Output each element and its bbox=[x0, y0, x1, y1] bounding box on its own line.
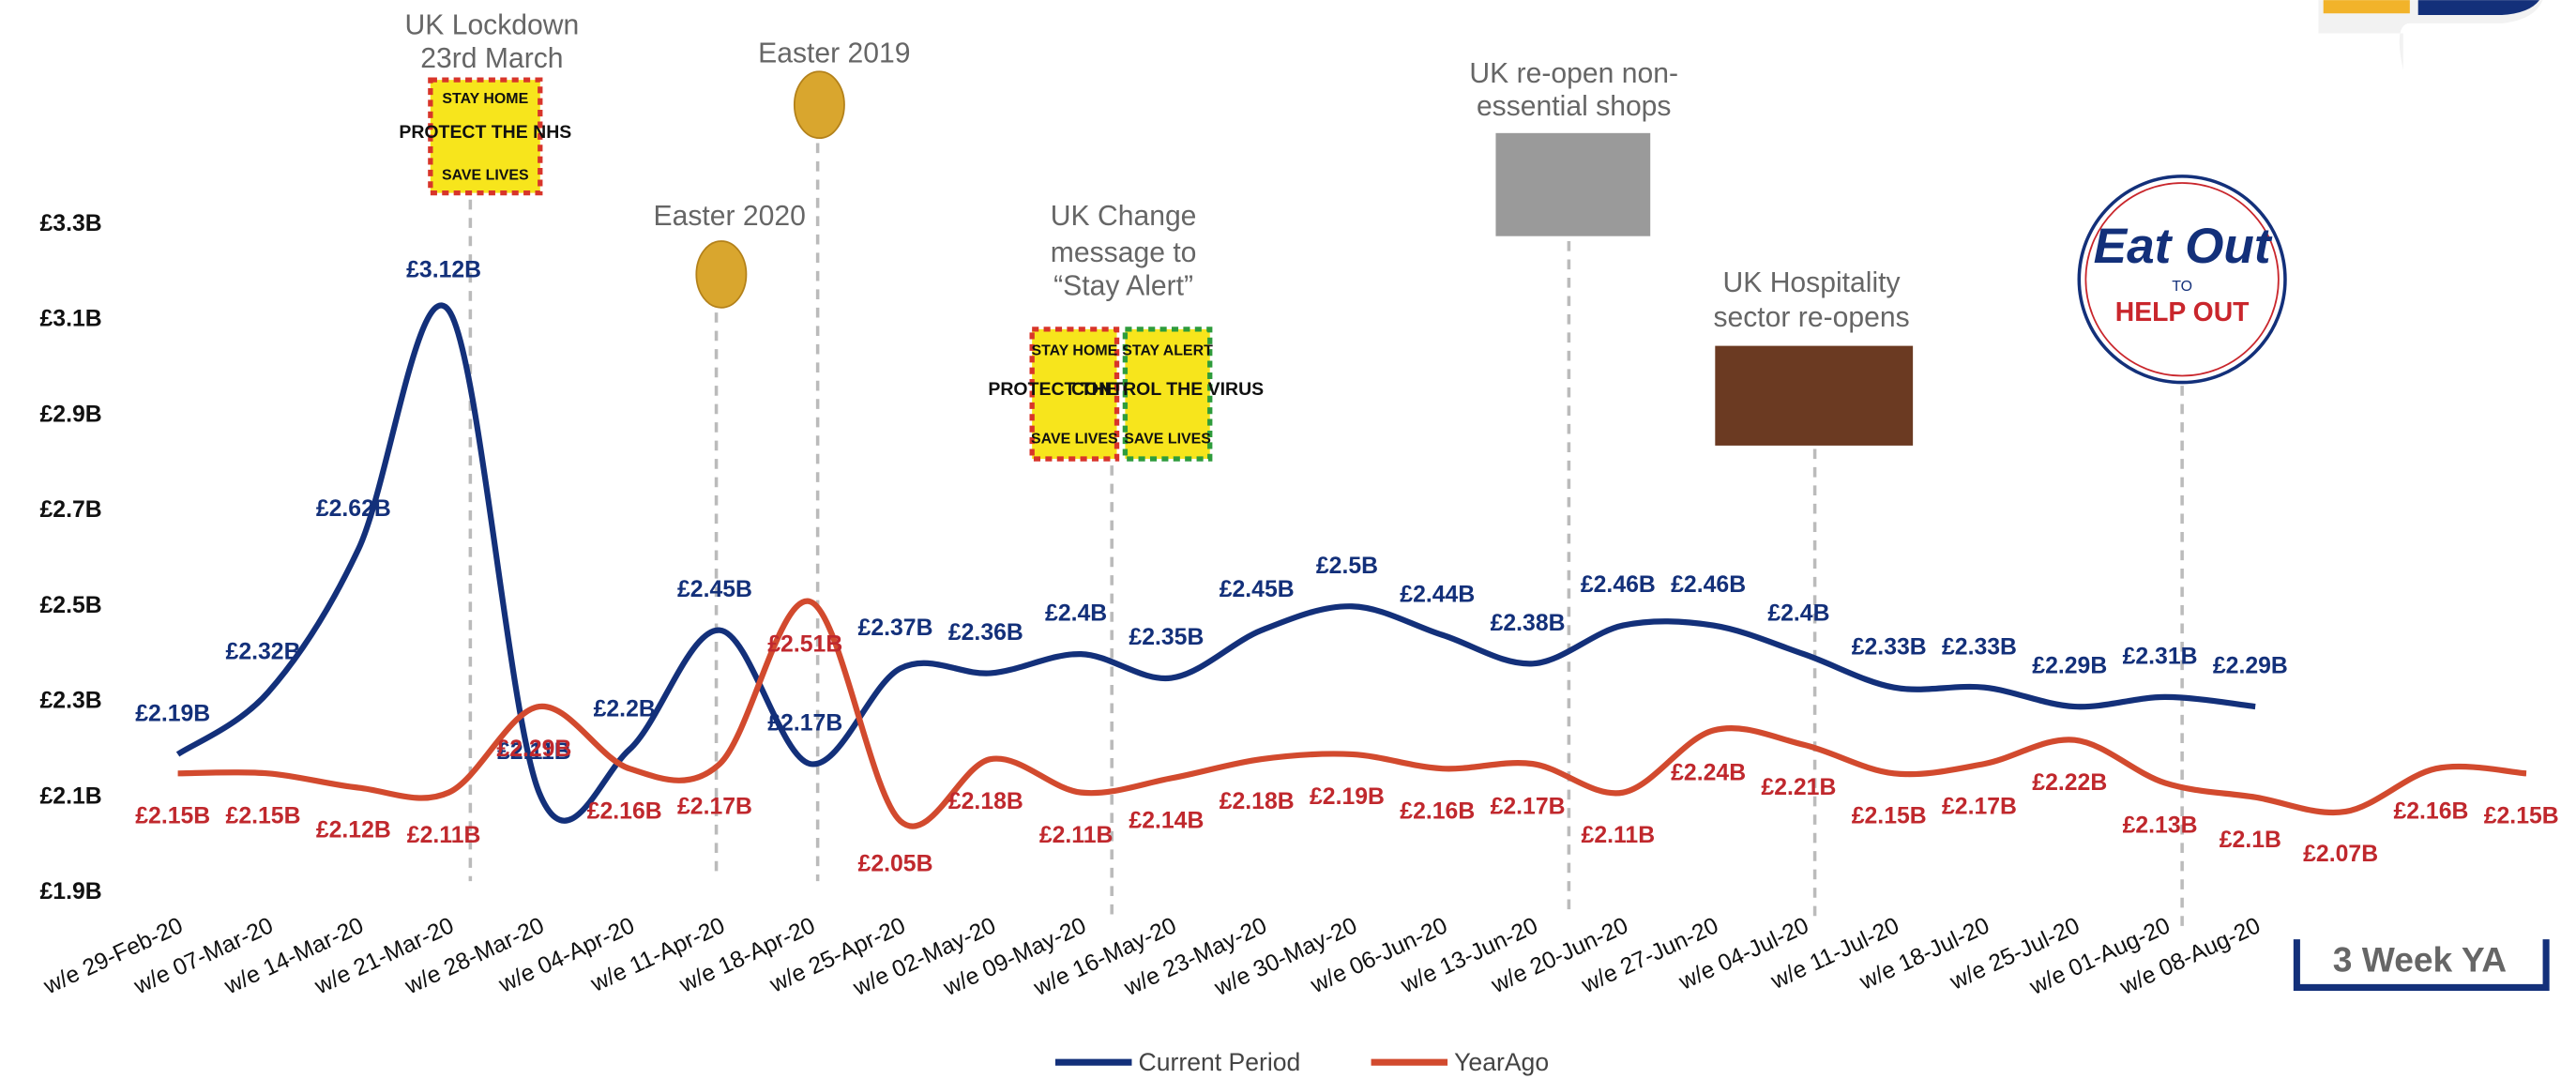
annotation-text: UK Change bbox=[1051, 201, 1197, 232]
legend-label: YearAgo bbox=[1454, 1048, 1549, 1076]
y-tick-label: £2.1B bbox=[40, 783, 102, 809]
annotation-text: UK Lockdown bbox=[405, 9, 580, 40]
poster-text: SAVE LIVES bbox=[1124, 432, 1211, 448]
photo bbox=[1495, 132, 1651, 236]
value-label: £2.45B bbox=[1220, 577, 1295, 602]
value-label: £2.15B bbox=[1852, 803, 1927, 828]
value-label: £2.16B bbox=[1400, 798, 1475, 824]
value-label: £2.19B bbox=[135, 702, 210, 727]
value-label: £2.24B bbox=[1671, 761, 1746, 786]
series-line bbox=[175, 302, 2256, 824]
series-line bbox=[177, 598, 2527, 829]
value-label: £2.33B bbox=[1852, 634, 1927, 660]
value-label: £2.37B bbox=[858, 615, 933, 641]
poster bbox=[428, 77, 543, 196]
value-label: £2.15B bbox=[135, 803, 210, 828]
annotation-text: “Stay Alert” bbox=[1053, 271, 1193, 302]
value-label: £2.1B bbox=[2220, 828, 2281, 853]
y-tick-label: £2.5B bbox=[40, 593, 102, 618]
value-label: £2.17B bbox=[1942, 794, 2017, 819]
annotation-text: sector re-opens bbox=[1713, 302, 1909, 333]
value-label: £2.31B bbox=[2123, 644, 2198, 669]
annotation-text: 23rd March bbox=[420, 43, 563, 74]
y-tick-label: £3.3B bbox=[40, 211, 102, 236]
value-label: £2.46B bbox=[1581, 572, 1656, 598]
value-label: £2.33B bbox=[1942, 634, 2017, 660]
value-label: £2.16B bbox=[587, 798, 662, 824]
value-label: £2.4B bbox=[1767, 601, 1829, 627]
value-label: £2.18B bbox=[1220, 789, 1295, 814]
egg-icon bbox=[695, 240, 748, 309]
poster-text: STAY ALERT bbox=[1122, 343, 1213, 359]
value-label: £2.2B bbox=[594, 696, 656, 722]
y-tick-label: £2.9B bbox=[40, 402, 102, 427]
value-label: £2.19B bbox=[1310, 784, 1385, 810]
egg-icon bbox=[793, 70, 845, 140]
annotation-text: Easter 2019 bbox=[758, 38, 910, 69]
value-label: £2.46B bbox=[1671, 572, 1746, 598]
value-label: £2.32B bbox=[226, 639, 301, 664]
eat-out-ring bbox=[2084, 182, 2280, 377]
value-label: £2.18B bbox=[948, 789, 1023, 814]
annotation-text: essential shops bbox=[1477, 91, 1672, 122]
badge-text: HELP OUT bbox=[2115, 297, 2250, 327]
badge-text: Eat Out bbox=[2094, 219, 2273, 274]
annotation-text: UK re-open non- bbox=[1469, 58, 1678, 89]
value-label: £2.51B bbox=[767, 631, 842, 657]
poster-text: STAY HOME bbox=[1031, 343, 1117, 359]
annotation-text: UK Hospitality bbox=[1723, 267, 1901, 298]
value-label: £3.12B bbox=[406, 257, 481, 282]
value-label: £2.07B bbox=[2303, 842, 2378, 867]
value-label: £2.45B bbox=[677, 577, 752, 602]
poster-text: CONTROL THE VIRUS bbox=[1071, 379, 1264, 400]
poster-text: STAY HOME bbox=[442, 91, 528, 107]
value-label: £2.62B bbox=[316, 496, 391, 522]
poster bbox=[1122, 327, 1213, 462]
value-label: £2.05B bbox=[858, 851, 933, 876]
poster-text: PROTECT THE NHS bbox=[399, 122, 571, 143]
value-label: £2.36B bbox=[948, 620, 1023, 646]
poster-text: PROTECT THE NHS bbox=[988, 379, 1160, 400]
badge-text: TO bbox=[2172, 279, 2192, 295]
poster-text: SAVE LIVES bbox=[1031, 432, 1118, 448]
value-label: £2.35B bbox=[1129, 625, 1204, 650]
value-label: £2.38B bbox=[1491, 611, 1566, 636]
logo bbox=[2318, 0, 2543, 70]
value-label: £2.22B bbox=[2032, 770, 2107, 796]
y-tick-label: £1.9B bbox=[40, 879, 102, 904]
value-label: £2.12B bbox=[316, 818, 391, 843]
value-label: £2.11B bbox=[497, 739, 571, 765]
poster bbox=[1029, 327, 1120, 462]
value-label: £2.29B bbox=[2213, 654, 2288, 679]
period-label: 3 Week YA bbox=[2333, 940, 2507, 980]
poster-text: SAVE LIVES bbox=[442, 168, 529, 184]
value-label: £2.29B bbox=[2032, 654, 2107, 679]
value-label: £2.11B bbox=[1039, 823, 1114, 848]
y-tick-label: £2.3B bbox=[40, 689, 102, 714]
annotation-text: Easter 2020 bbox=[654, 201, 806, 232]
y-tick-label: £3.1B bbox=[40, 307, 102, 332]
eat-out-badge bbox=[2077, 175, 2287, 385]
value-label: £2.11B bbox=[1582, 823, 1656, 848]
value-label: £2.15B bbox=[226, 803, 301, 828]
value-label: £2.14B bbox=[1129, 809, 1204, 834]
period-box: 3 Week YA bbox=[2293, 939, 2550, 991]
value-label: £2.4B bbox=[1045, 601, 1107, 627]
value-label: £2.17B bbox=[1491, 794, 1566, 819]
value-label: £2.16B bbox=[2393, 798, 2468, 824]
value-label: £2.44B bbox=[1400, 582, 1475, 607]
annotation-text: message to bbox=[1051, 237, 1197, 268]
value-label: £2.13B bbox=[2123, 813, 2198, 839]
value-label: £2.11B bbox=[407, 823, 481, 848]
legend-label: Current Period bbox=[1139, 1048, 1301, 1076]
value-label: £2.21B bbox=[1761, 775, 1836, 800]
value-label: £2.29B bbox=[496, 737, 571, 762]
value-label: £2.15B bbox=[2484, 803, 2559, 828]
value-label: £2.17B bbox=[677, 794, 752, 819]
y-tick-label: £2.7B bbox=[40, 497, 102, 523]
value-label: £2.17B bbox=[767, 711, 842, 737]
value-label: £2.5B bbox=[1316, 554, 1378, 579]
photo bbox=[1715, 345, 1914, 446]
